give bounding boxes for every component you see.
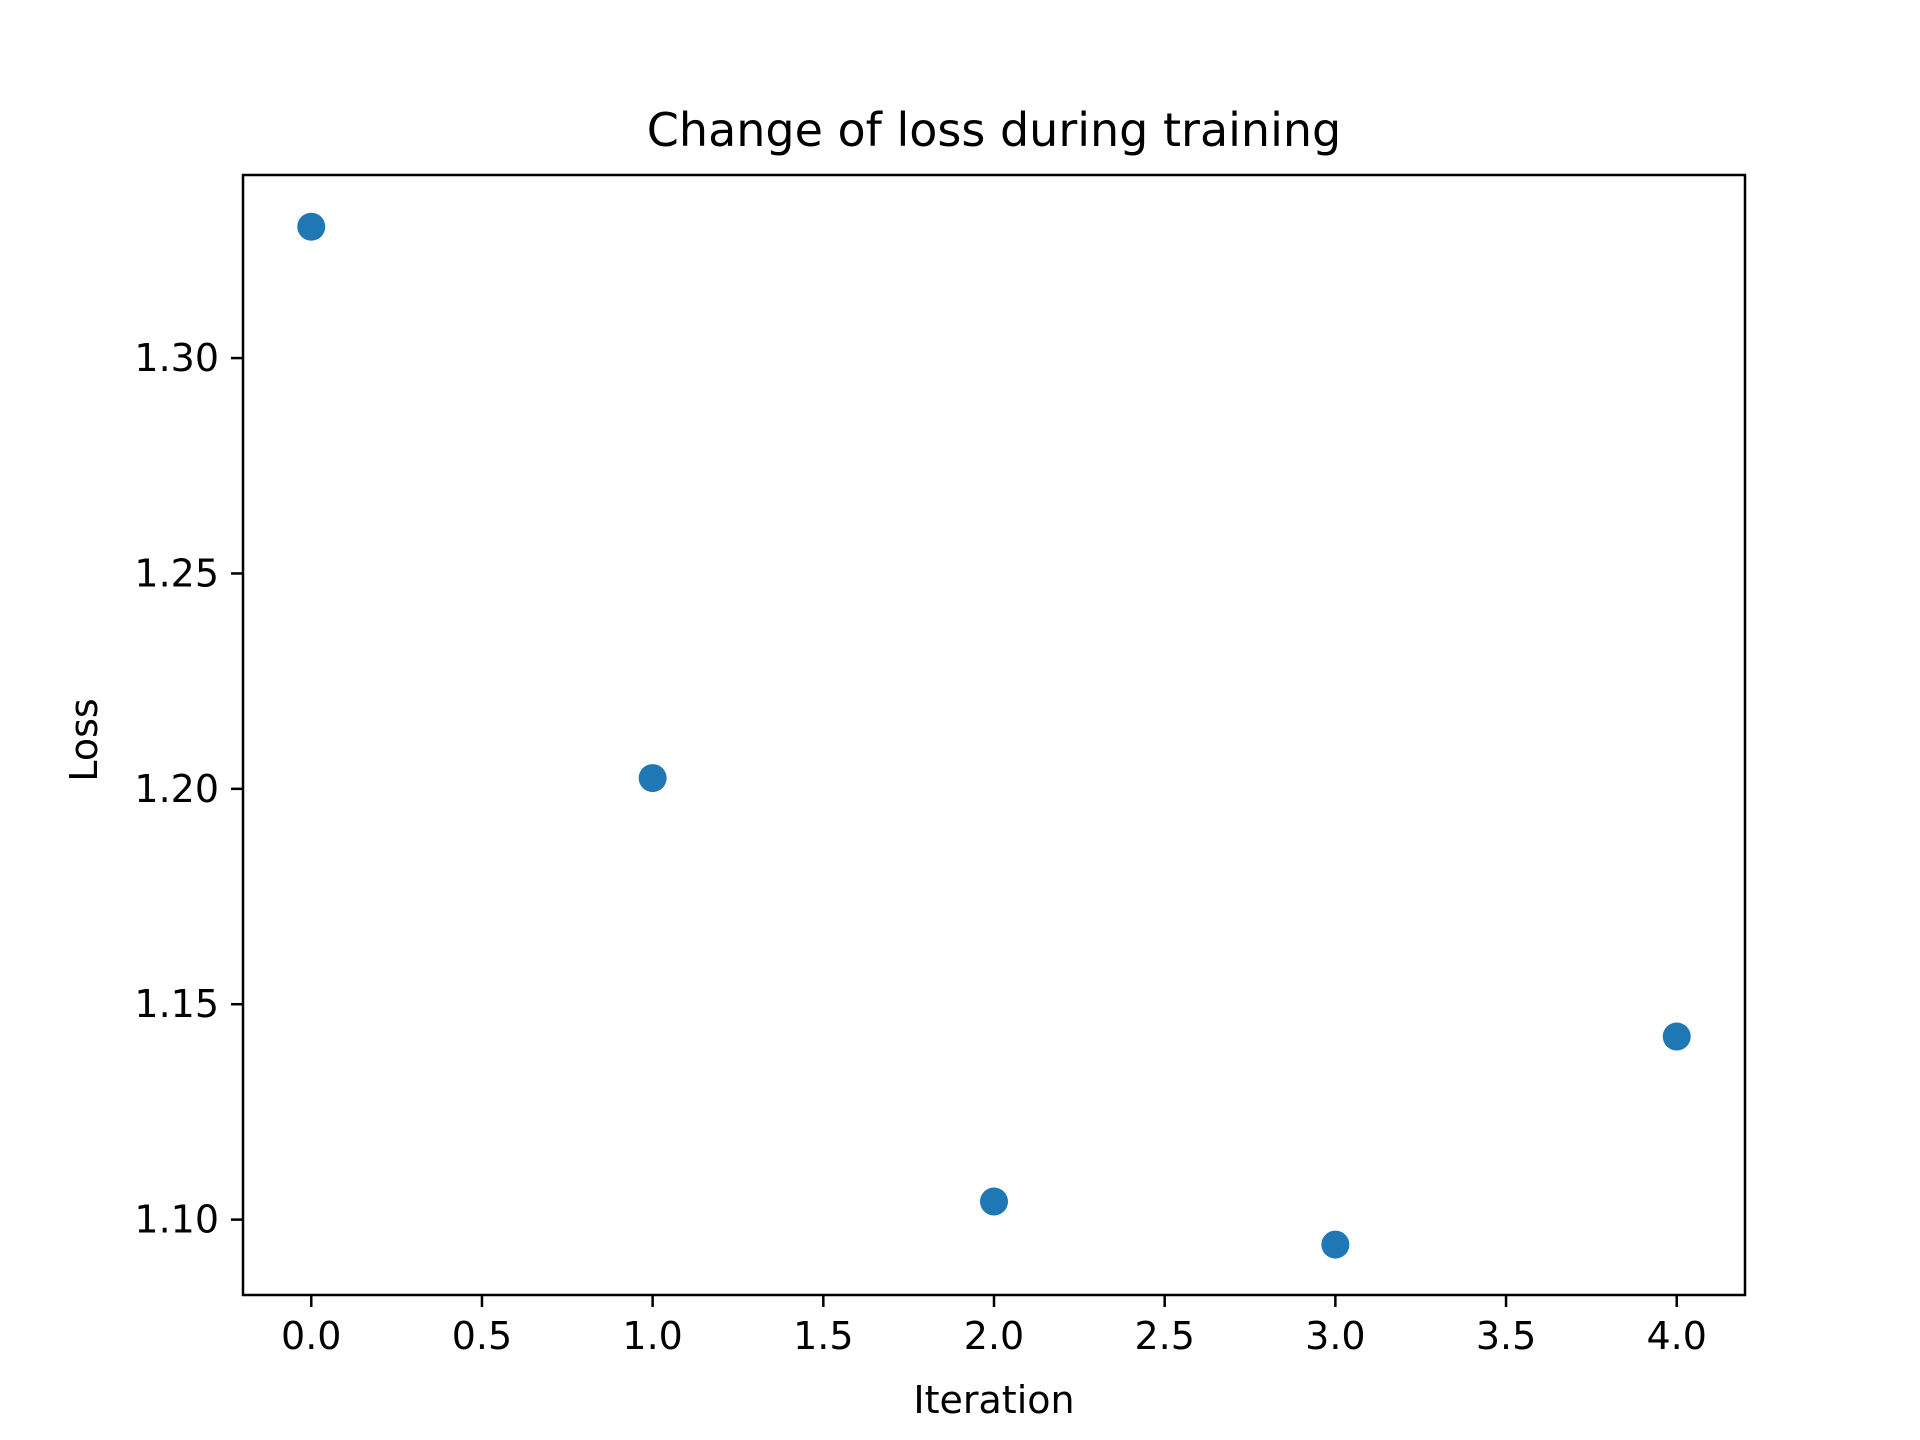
- x-tick-label: 3.5: [1476, 1314, 1536, 1358]
- chart-title: Change of loss during training: [647, 103, 1341, 157]
- x-tick-label: 0.5: [452, 1314, 512, 1358]
- x-tick-label: 1.5: [793, 1314, 853, 1358]
- y-tick-label: 1.20: [134, 767, 219, 811]
- y-axis-ticks: 1.10 1.15 1.20 1.25 1.30: [134, 336, 243, 1242]
- x-tick-label: 2.5: [1134, 1314, 1194, 1358]
- plot-frame: [241, 173, 1747, 1297]
- x-tick-label: 3.0: [1305, 1314, 1365, 1358]
- y-tick-label: 1.30: [134, 336, 219, 380]
- y-tick-label: 1.25: [134, 551, 219, 595]
- y-tick-label: 1.10: [134, 1198, 219, 1242]
- y-axis-label: Loss: [62, 698, 106, 781]
- data-point: [1321, 1230, 1350, 1259]
- data-point: [980, 1187, 1008, 1216]
- x-axis-ticks: 0.0 0.5 1.0 1.5 2.0 2.5 3.0 3.5 4.0: [281, 1295, 1707, 1358]
- y-tick-label: 1.15: [134, 982, 219, 1026]
- x-tick-label: 1.0: [622, 1314, 682, 1358]
- x-axis-label: Iteration: [913, 1378, 1074, 1422]
- data-points: [297, 212, 1691, 1259]
- x-tick-label: 4.0: [1647, 1314, 1707, 1358]
- data-point: [638, 764, 667, 793]
- x-tick-label: 0.0: [281, 1314, 341, 1358]
- data-point: [297, 212, 326, 241]
- data-point: [1662, 1022, 1691, 1051]
- x-tick-label: 2.0: [964, 1314, 1024, 1358]
